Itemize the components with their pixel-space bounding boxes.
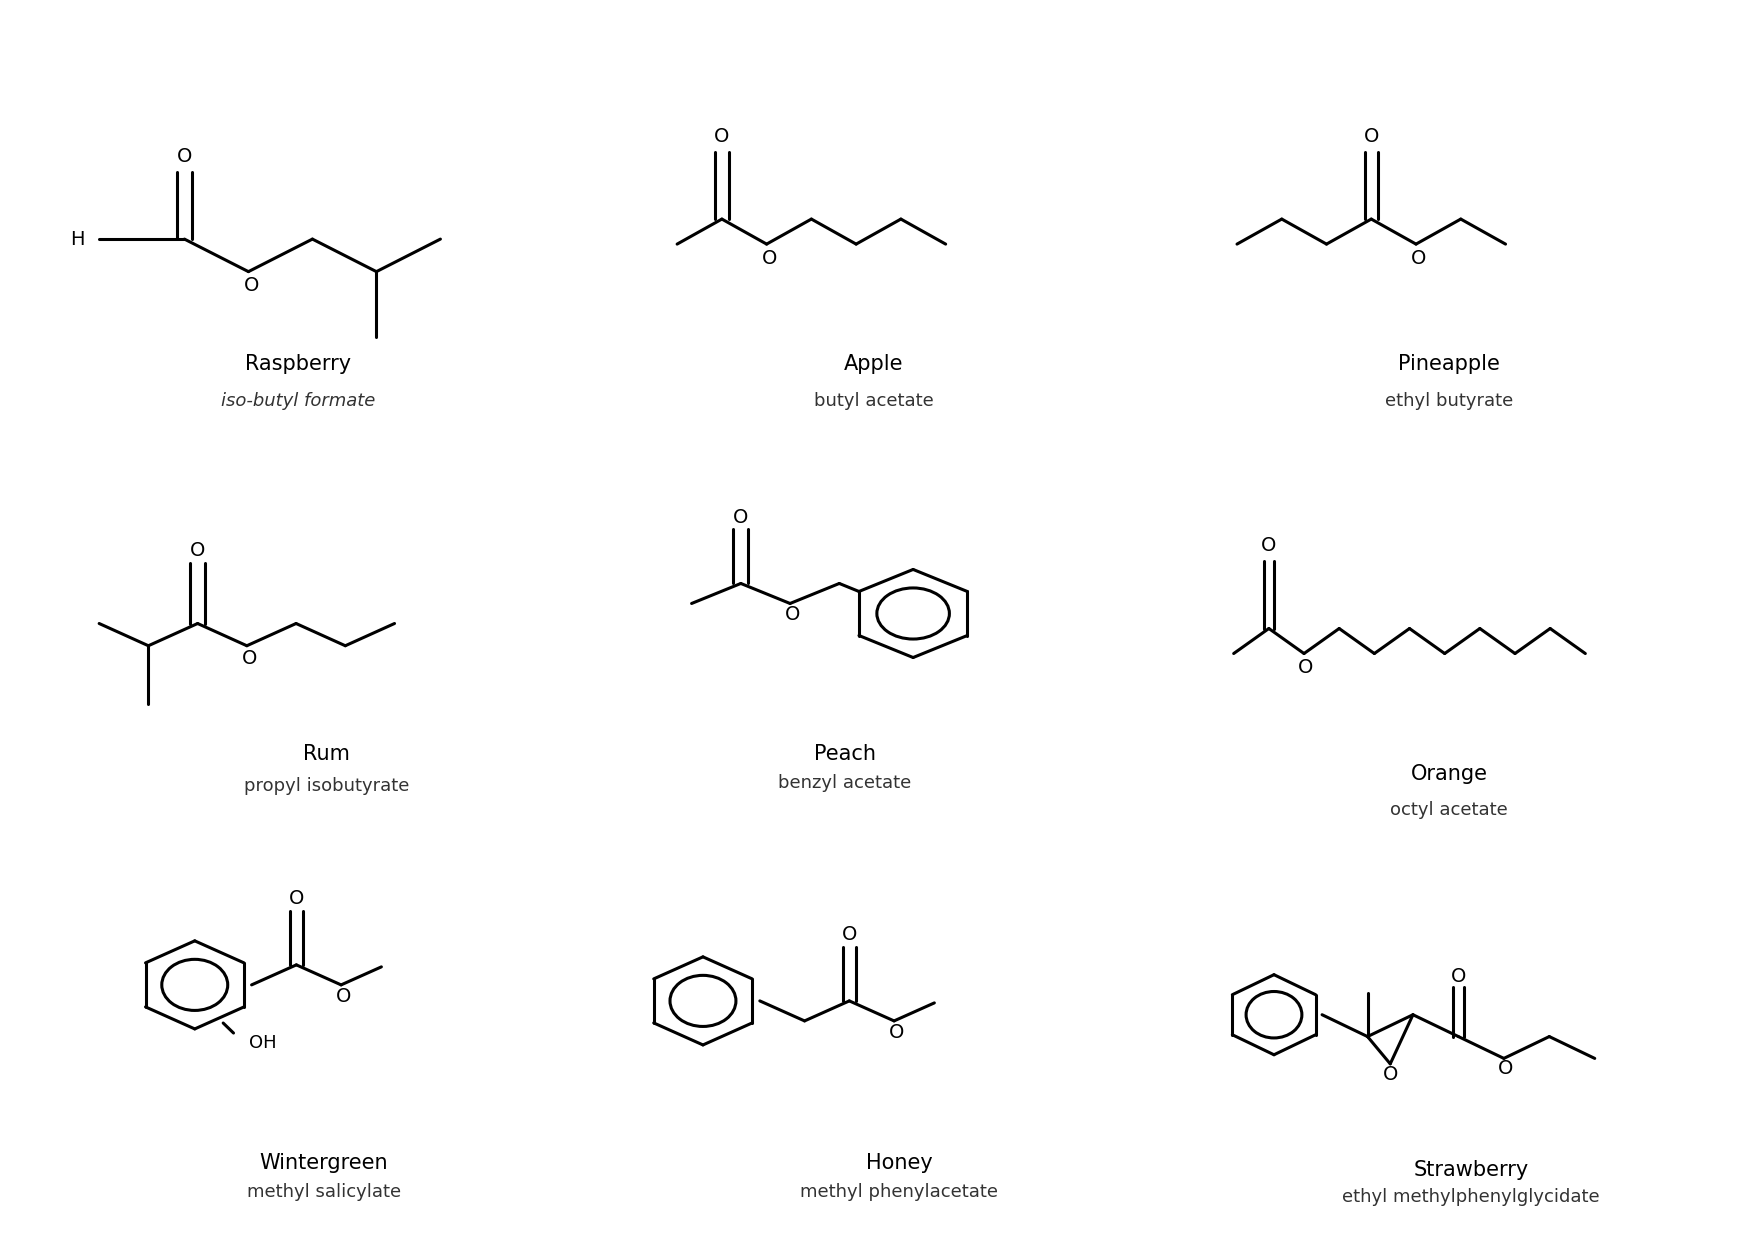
Text: methyl phenylacetate: methyl phenylacetate bbox=[800, 1183, 998, 1201]
Text: Peach: Peach bbox=[814, 743, 875, 763]
Text: O: O bbox=[176, 147, 192, 166]
Text: Wintergreen: Wintergreen bbox=[260, 1153, 388, 1173]
Text: Rum: Rum bbox=[302, 743, 349, 763]
Text: O: O bbox=[734, 508, 748, 527]
Text: O: O bbox=[715, 127, 730, 146]
Text: benzyl acetate: benzyl acetate bbox=[779, 773, 912, 792]
Text: OH: OH bbox=[250, 1034, 276, 1052]
Text: iso-butyl formate: iso-butyl formate bbox=[220, 392, 376, 410]
Text: O: O bbox=[243, 648, 257, 667]
Text: O: O bbox=[1298, 658, 1314, 677]
Text: propyl isobutyrate: propyl isobutyrate bbox=[245, 777, 409, 796]
Text: O: O bbox=[1364, 127, 1378, 146]
Text: O: O bbox=[842, 925, 858, 944]
Text: O: O bbox=[762, 248, 777, 268]
Text: O: O bbox=[1412, 248, 1426, 268]
Text: Apple: Apple bbox=[844, 354, 903, 374]
Text: butyl acetate: butyl acetate bbox=[814, 392, 933, 410]
Text: Pineapple: Pineapple bbox=[1398, 354, 1501, 374]
Text: O: O bbox=[889, 1023, 905, 1041]
Text: O: O bbox=[1382, 1065, 1398, 1085]
Text: Raspberry: Raspberry bbox=[245, 354, 351, 374]
Text: Strawberry: Strawberry bbox=[1413, 1160, 1529, 1181]
Text: O: O bbox=[190, 541, 206, 560]
Text: ethyl methylphenylglycidate: ethyl methylphenylglycidate bbox=[1342, 1187, 1600, 1206]
Text: O: O bbox=[784, 605, 800, 625]
Text: O: O bbox=[1499, 1059, 1513, 1079]
Text: O: O bbox=[335, 986, 351, 1005]
Text: ethyl butyrate: ethyl butyrate bbox=[1385, 392, 1513, 410]
Text: Orange: Orange bbox=[1410, 763, 1487, 783]
Text: Honey: Honey bbox=[867, 1153, 933, 1173]
Text: O: O bbox=[288, 889, 304, 908]
Text: H: H bbox=[70, 229, 86, 248]
Text: methyl salicylate: methyl salicylate bbox=[246, 1183, 402, 1201]
Text: O: O bbox=[1450, 966, 1466, 986]
Text: octyl acetate: octyl acetate bbox=[1391, 801, 1508, 819]
Text: O: O bbox=[243, 276, 259, 296]
Text: O: O bbox=[1261, 536, 1277, 555]
